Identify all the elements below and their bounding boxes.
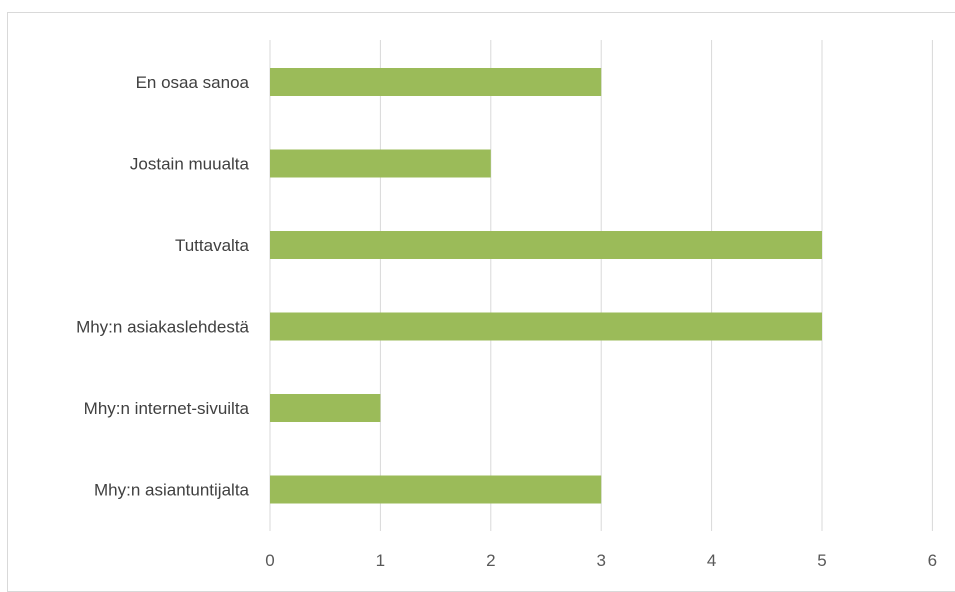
- x-tick-label: 2: [486, 551, 495, 570]
- category-label: Mhy:n asiantuntijalta: [94, 481, 250, 500]
- category-label: Tuttavalta: [175, 236, 250, 255]
- bar: [270, 231, 822, 259]
- category-labels: En osaa sanoa Jostain muualta Tuttavalta Mh…: [76, 73, 249, 500]
- category-label: En osaa sanoa: [136, 73, 250, 92]
- x-tick-label: 4: [707, 551, 716, 570]
- x-tick-label: 5: [817, 551, 826, 570]
- x-tick-label: 1: [376, 551, 385, 570]
- x-tick-label: 3: [596, 551, 605, 570]
- bar: [270, 394, 381, 422]
- bars: [270, 68, 822, 504]
- category-label: Jostain muualta: [130, 155, 250, 174]
- x-axis-tick-labels: 0 1 2 3 4 5 6: [265, 551, 937, 570]
- category-label: Mhy:n internet-sivuilta: [84, 399, 250, 418]
- gridlines: [269, 40, 933, 531]
- category-label: Mhy:n asiakaslehdestä: [76, 318, 249, 337]
- x-tick-label: 0: [265, 551, 274, 570]
- bar: [270, 475, 602, 504]
- x-tick-label: 6: [928, 551, 937, 570]
- bar: [270, 68, 602, 96]
- bar: [270, 312, 822, 341]
- bar: [270, 149, 491, 178]
